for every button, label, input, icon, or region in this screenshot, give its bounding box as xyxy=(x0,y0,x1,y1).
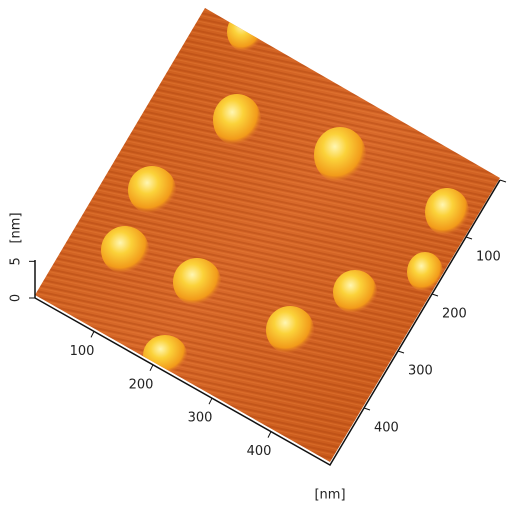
x-tick-label: 300 xyxy=(188,411,213,426)
x-axis-label: [nm] xyxy=(314,488,345,503)
x-tick xyxy=(91,331,94,337)
y-tick xyxy=(364,408,370,410)
y-tick-label: 400 xyxy=(374,421,399,436)
y-tick xyxy=(398,351,404,353)
z-tick-label: 5 xyxy=(9,257,24,265)
y-tick xyxy=(432,294,438,296)
y-tick xyxy=(466,237,472,239)
y-tick xyxy=(500,180,506,182)
x-tick-label: 400 xyxy=(247,444,272,459)
x-tick xyxy=(150,365,153,371)
surface xyxy=(0,0,510,510)
y-tick-label: 100 xyxy=(476,250,501,265)
z-axis-label: [nm] xyxy=(9,212,24,243)
z-tick-label: 0 xyxy=(9,294,24,302)
x-tick xyxy=(268,432,271,438)
x-tick-label: 200 xyxy=(129,377,154,392)
chart: [nm] [nm] 100200300400010020030040005 xyxy=(0,0,510,510)
x-tick-label: 100 xyxy=(70,344,95,359)
x-tick xyxy=(209,398,212,404)
y-tick-label: 300 xyxy=(408,364,433,379)
y-tick-label: 200 xyxy=(442,307,467,322)
page: [nm] [nm] 100200300400010020030040005 ((… xyxy=(0,0,510,510)
